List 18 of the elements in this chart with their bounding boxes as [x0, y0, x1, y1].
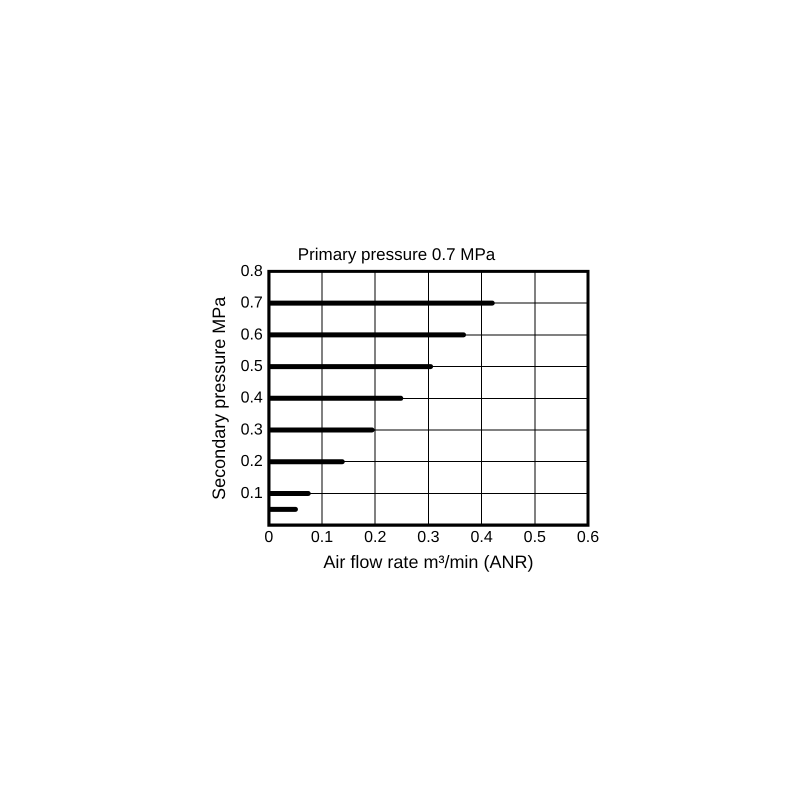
y-tick-label: 0.8 [240, 262, 263, 280]
y-tick-label: 0.6 [240, 326, 263, 344]
chart-title: Primary pressure 0.7 MPa [298, 244, 496, 264]
x-tick-label: 0.1 [310, 529, 334, 546]
y-tick-label: 0.7 [240, 294, 263, 312]
x-tick-label: 0.4 [470, 529, 493, 546]
x-tick-label: 0 [264, 529, 274, 546]
y-tick-label: 0.3 [240, 421, 263, 438]
y-tick-label: 0.1 [240, 484, 263, 502]
x-tick-label: 0.2 [364, 529, 386, 546]
y-tick-label: 0.5 [240, 358, 263, 375]
x-axis-title: Air flow rate m³/min (ANR) [323, 552, 534, 572]
x-tick-label: 0.6 [576, 529, 600, 546]
y-tick-label: 0.2 [240, 453, 263, 470]
x-tick-label: 0.3 [417, 529, 440, 546]
y-tick-label: 0.4 [240, 390, 263, 407]
y-axis-title: Secondary pressure MPa [208, 296, 229, 500]
x-tick-label: 0.5 [524, 529, 546, 546]
